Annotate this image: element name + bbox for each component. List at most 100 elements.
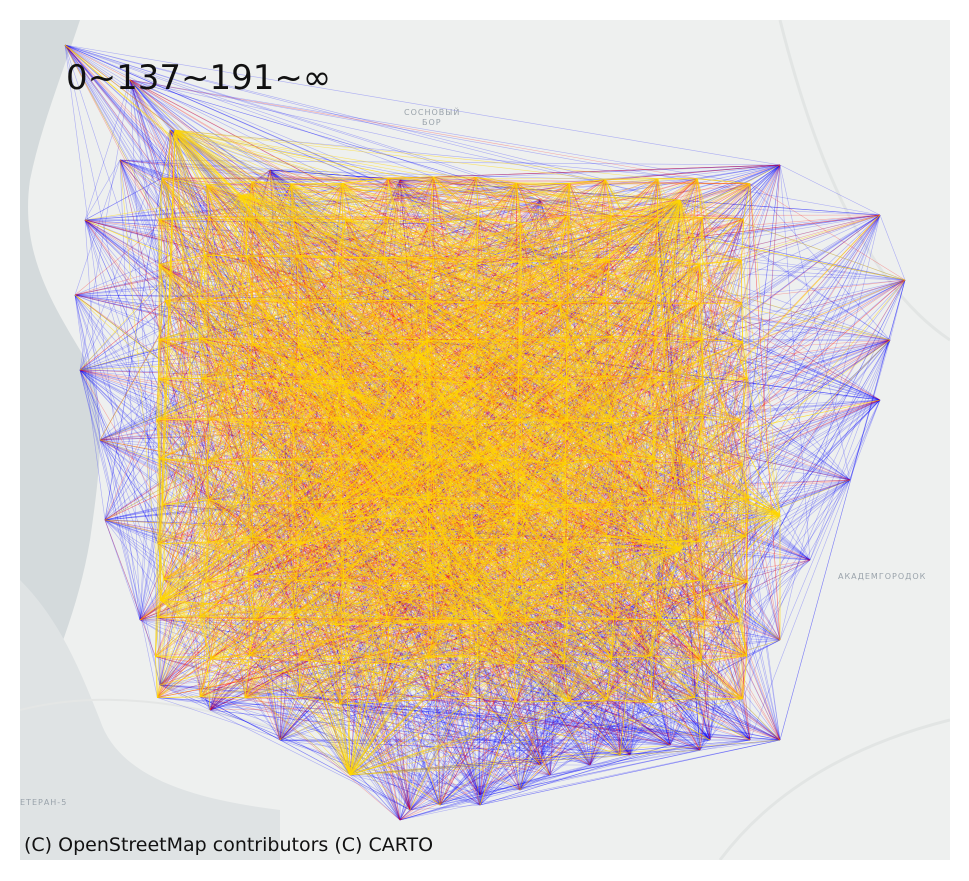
network-edge bbox=[428, 656, 711, 741]
network-edge bbox=[339, 703, 701, 751]
map-frame[interactable]: СОСНОВЫЙ БОР АКАДЕМГОРОДОК ЕТЕРАН-5 0~13… bbox=[20, 20, 950, 860]
network-edge bbox=[104, 503, 253, 521]
network-edge bbox=[159, 684, 441, 806]
network-edge bbox=[669, 739, 711, 746]
network-edge bbox=[746, 639, 781, 657]
network-edge bbox=[164, 300, 671, 746]
network-edge bbox=[399, 179, 851, 481]
network-edge bbox=[567, 420, 751, 741]
network-edge bbox=[104, 334, 383, 521]
network-edge bbox=[84, 219, 294, 426]
network-edge bbox=[519, 749, 701, 791]
network-edge bbox=[589, 582, 748, 766]
network-edge bbox=[64, 44, 606, 180]
network-edge bbox=[129, 79, 160, 265]
network-edge bbox=[654, 199, 681, 304]
network-edge bbox=[159, 684, 246, 699]
network-edge bbox=[652, 378, 748, 417]
network-edge bbox=[162, 169, 271, 505]
network-edge bbox=[651, 542, 701, 751]
network-edge bbox=[199, 696, 281, 741]
network-edge bbox=[119, 159, 613, 337]
network-edge bbox=[129, 79, 271, 171]
network-edge bbox=[679, 199, 781, 641]
network-edge bbox=[210, 658, 701, 751]
network-edge bbox=[740, 214, 881, 421]
network-edge bbox=[104, 183, 292, 521]
network-edge bbox=[426, 164, 781, 341]
network-edge bbox=[99, 439, 207, 582]
network-edge bbox=[209, 417, 481, 796]
network-edge bbox=[162, 504, 631, 756]
network-edge bbox=[740, 399, 881, 421]
network-edge bbox=[104, 519, 156, 657]
network-edge bbox=[604, 297, 891, 341]
network-edge bbox=[409, 698, 743, 811]
network-edge bbox=[79, 79, 131, 371]
network-edge bbox=[209, 709, 621, 756]
network-edge bbox=[409, 657, 612, 811]
network-edge bbox=[475, 214, 881, 264]
network-edge bbox=[84, 219, 160, 221]
network-edge bbox=[157, 260, 560, 544]
network-edge bbox=[567, 420, 751, 741]
network-edge bbox=[139, 257, 658, 621]
network-edge bbox=[611, 657, 781, 741]
network-edge bbox=[742, 341, 781, 641]
network-edge bbox=[699, 214, 881, 751]
network-edge bbox=[251, 298, 621, 756]
network-edge bbox=[479, 744, 671, 806]
network-edge bbox=[432, 698, 671, 746]
network-edge bbox=[589, 739, 751, 766]
network-edge bbox=[159, 684, 711, 741]
network-edge bbox=[709, 164, 781, 741]
network-edge bbox=[79, 369, 655, 583]
network-edge bbox=[139, 580, 297, 621]
network-edge bbox=[657, 218, 701, 751]
network-edge bbox=[409, 279, 906, 811]
network-edge bbox=[519, 218, 744, 791]
network-edge bbox=[380, 535, 434, 584]
network-edge bbox=[119, 159, 517, 184]
network-edge bbox=[157, 697, 671, 746]
network-edge bbox=[539, 199, 906, 281]
network-edge bbox=[159, 458, 781, 741]
network-edge bbox=[539, 199, 702, 661]
network-edge bbox=[104, 519, 652, 703]
network-edge bbox=[654, 302, 781, 741]
network-edge bbox=[251, 503, 380, 703]
network-edge bbox=[206, 164, 781, 186]
network-edge bbox=[439, 655, 651, 806]
network-edge bbox=[479, 399, 881, 806]
network-edge bbox=[104, 463, 697, 521]
network-edge bbox=[161, 177, 401, 181]
network-edge bbox=[610, 337, 657, 504]
network-edge bbox=[119, 159, 851, 481]
network-edge bbox=[549, 503, 697, 776]
network-edge bbox=[209, 709, 621, 756]
network-edge bbox=[439, 457, 480, 806]
network-edge bbox=[169, 129, 246, 698]
network-edge bbox=[119, 159, 567, 380]
network-edge bbox=[279, 179, 401, 741]
network-edge bbox=[539, 341, 744, 766]
network-edge bbox=[567, 504, 711, 741]
road bbox=[778, 20, 950, 342]
network-edge bbox=[479, 739, 781, 806]
network-edge bbox=[129, 79, 652, 657]
network-edge bbox=[74, 294, 160, 459]
network-edge bbox=[341, 343, 881, 401]
network-edge bbox=[156, 419, 702, 661]
network-edge bbox=[84, 219, 200, 617]
network-edge bbox=[159, 684, 411, 811]
network-edge bbox=[340, 343, 631, 756]
network-edge bbox=[139, 619, 781, 641]
network-edge bbox=[129, 79, 748, 657]
network-edge bbox=[749, 399, 881, 741]
network-edge bbox=[206, 259, 742, 582]
network-edge bbox=[409, 739, 711, 811]
network-edge bbox=[244, 423, 781, 641]
network-edge bbox=[629, 702, 653, 756]
network-edge bbox=[474, 399, 881, 541]
network-edge bbox=[119, 159, 748, 379]
